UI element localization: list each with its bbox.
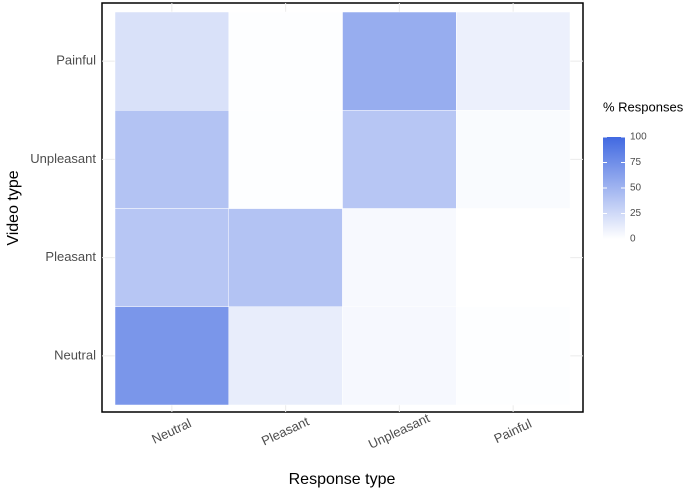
panel-border bbox=[101, 2, 584, 413]
heatmap-cell bbox=[228, 208, 343, 307]
heatmap-cell bbox=[456, 110, 571, 209]
y-tick-label: Neutral bbox=[54, 347, 96, 362]
heatmap-cell bbox=[456, 208, 571, 307]
heatmap-cell bbox=[342, 110, 457, 209]
heatmap-cell bbox=[342, 11, 457, 111]
colorbar bbox=[603, 137, 625, 239]
colorbar-tick-label: 75 bbox=[630, 157, 642, 168]
heatmap-cell bbox=[114, 306, 229, 406]
x-tick-label: Pleasant bbox=[259, 413, 312, 448]
y-tick-label: Unpleasant bbox=[30, 151, 96, 166]
heatmap-cell bbox=[456, 11, 571, 111]
heatmap-cell bbox=[114, 208, 229, 307]
colorbar-tick-label: 0 bbox=[630, 234, 636, 245]
legend-title: % Responses bbox=[603, 99, 684, 114]
heatmap-cell bbox=[228, 110, 343, 209]
heatmap-cell bbox=[342, 306, 457, 406]
heatmap-cell bbox=[228, 11, 343, 111]
colorbar-tick-label: 25 bbox=[630, 208, 642, 219]
heatmap-cell bbox=[228, 306, 343, 406]
x-axis-title: Response type bbox=[289, 471, 396, 488]
heatmap-cell bbox=[342, 208, 457, 307]
y-tick-label: Painful bbox=[56, 53, 96, 68]
heatmap-cell bbox=[114, 11, 229, 111]
y-tick-label: Pleasant bbox=[45, 249, 96, 264]
colorbar-tick-label: 50 bbox=[630, 183, 642, 194]
y-axis-title: Video type bbox=[5, 170, 22, 245]
heatmap-cell bbox=[456, 306, 571, 406]
colorbar-tick-label: 100 bbox=[630, 132, 647, 143]
x-tick-label: Neutral bbox=[149, 415, 193, 446]
heatmap-cell bbox=[114, 110, 229, 209]
x-tick-label: Painful bbox=[491, 416, 533, 446]
x-tick-label: Unpleasant bbox=[366, 410, 432, 452]
